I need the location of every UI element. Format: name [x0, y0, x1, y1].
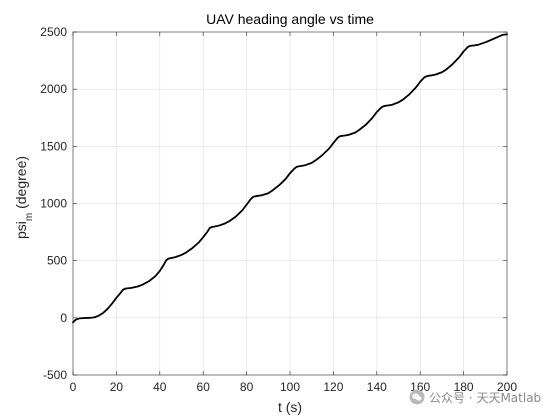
y-axis-label-unit: (degree)	[13, 156, 29, 213]
y-tick-label: 2000	[40, 82, 67, 96]
x-tick-label: 0	[70, 380, 77, 394]
y-tick-label: 2500	[40, 25, 67, 39]
x-tick-label: 140	[367, 380, 387, 394]
ticks	[72, 31, 508, 376]
x-tick-label: 80	[240, 380, 254, 394]
x-tick-label: 60	[197, 380, 211, 394]
x-tick-label: 180	[454, 380, 474, 394]
y-tick-label: -500	[43, 368, 67, 382]
x-tick-label: 20	[110, 380, 124, 394]
series-line	[72, 33, 508, 324]
x-axis-label: t (s)	[278, 399, 302, 415]
y-tick-label: 0	[60, 311, 67, 325]
series-layer	[72, 33, 508, 324]
grid-lines	[73, 32, 507, 375]
watermark: 公众号 · 天天Matlab	[409, 386, 541, 408]
tick-labels: 0 20 40 60 80 100 120 140 160 180 200-500050010001…	[40, 25, 517, 394]
x-tick-label: 40	[153, 380, 167, 394]
x-tick-label: 200	[497, 380, 517, 394]
y-axis-label-subscript: m	[24, 213, 35, 221]
y-tick-label: 1000	[40, 197, 67, 211]
y-axis-label-main: psi	[13, 221, 29, 239]
watermark-text: 公众号 · 天天Matlab	[429, 390, 542, 405]
wechat-logo-icon	[409, 389, 425, 405]
y-axis-label: psim (degree)	[13, 156, 35, 239]
x-tick-label: 100	[280, 380, 300, 394]
x-tick-label: 120	[323, 380, 343, 394]
y-tick-label: 500	[47, 254, 67, 268]
chart-title: UAV heading angle vs time	[206, 11, 374, 27]
y-tick-label: 1500	[40, 139, 67, 153]
